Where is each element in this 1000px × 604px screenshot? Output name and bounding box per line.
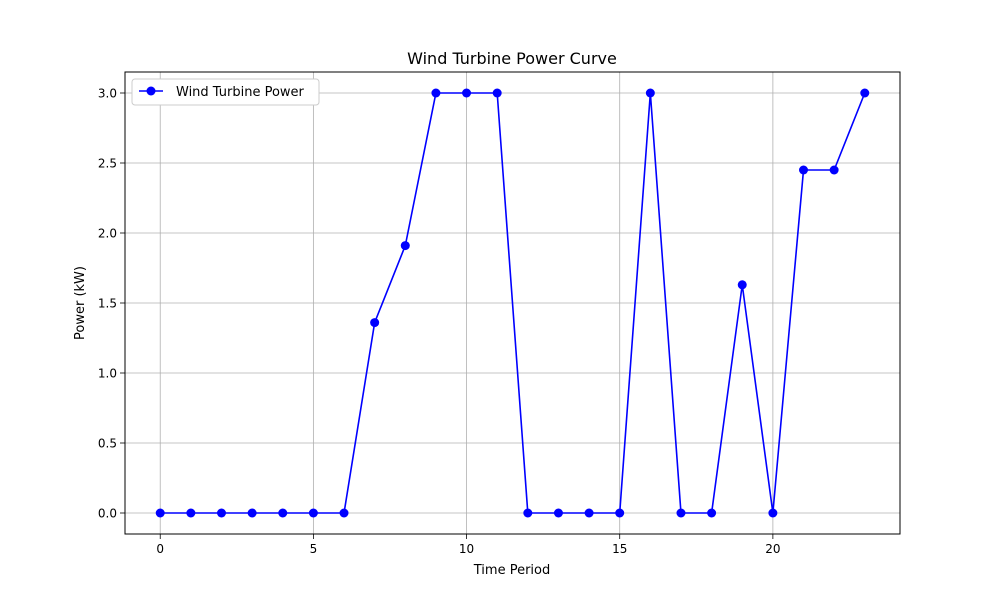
y-axis-label: Power (kW): [73, 266, 88, 340]
data-point: [553, 508, 563, 518]
data-point: [676, 508, 686, 518]
data-point: [799, 165, 809, 175]
data-point: [707, 508, 717, 518]
legend-label: Wind Turbine Power: [176, 85, 305, 100]
data-point: [462, 88, 472, 98]
y-tick-label: 1.0: [98, 367, 117, 381]
data-point: [155, 508, 165, 518]
data-point: [247, 508, 257, 518]
data-point: [431, 88, 441, 98]
data-point: [278, 508, 288, 518]
data-point: [860, 88, 870, 98]
y-tick-label: 2.0: [98, 227, 117, 241]
x-tick-label: 10: [459, 542, 474, 556]
y-tick-label: 2.5: [98, 157, 117, 171]
legend-marker-swatch: [146, 86, 156, 96]
data-point: [584, 508, 594, 518]
legend-box: [131, 78, 320, 106]
chart-title: Wind Turbine Power Curve: [407, 49, 617, 68]
data-point: [523, 508, 533, 518]
data-point: [400, 241, 410, 251]
data-point: [615, 508, 625, 518]
series-layer: [155, 88, 870, 518]
series-line: [160, 92, 866, 514]
data-point: [308, 508, 318, 518]
x-tick-label: 0: [156, 542, 164, 556]
data-point: [829, 165, 839, 175]
y-tick-label: 0.0: [98, 507, 117, 521]
data-point: [186, 508, 196, 518]
data-point: [737, 280, 747, 290]
ticks: 0 5 10 15 20 0.0 0.5 1.0 1.5 2.0 2.5 3.0: [98, 87, 781, 557]
data-point: [216, 508, 226, 518]
x-tick-label: 15: [612, 542, 627, 556]
grid: [125, 72, 900, 534]
data-point: [339, 508, 349, 518]
x-tick-label: 20: [765, 542, 780, 556]
y-tick-label: 3.0: [98, 87, 117, 101]
data-point: [492, 88, 502, 98]
data-point: [768, 508, 778, 518]
y-tick-label: 0.5: [98, 437, 117, 451]
x-axis-label: Time Period: [473, 563, 550, 578]
data-point: [370, 318, 380, 328]
x-tick-label: 5: [310, 542, 318, 556]
y-tick-label: 1.5: [98, 297, 117, 311]
legend: Wind Turbine Power: [131, 78, 320, 106]
data-point: [645, 88, 655, 98]
